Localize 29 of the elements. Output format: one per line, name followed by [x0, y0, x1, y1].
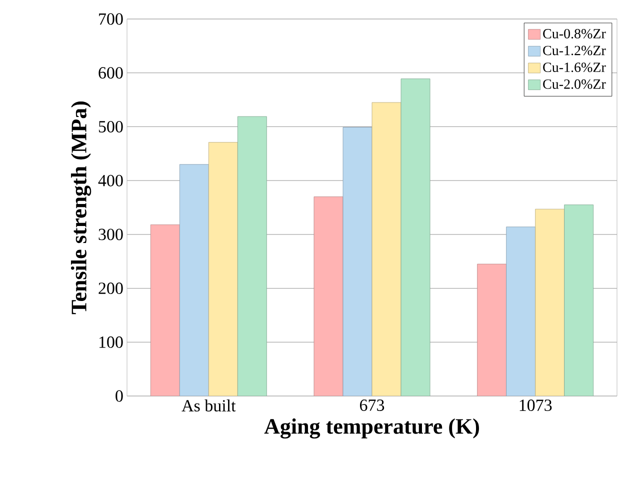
x-tick-label: 1073 [520, 400, 552, 412]
bar [564, 204, 594, 396]
legend-label: Cu-1.6%Zr [543, 62, 606, 72]
bar [477, 264, 507, 396]
y-axis-title: Tensile strength (MPa) [70, 102, 92, 314]
legend-label: Cu-0.8%Zr [543, 28, 606, 38]
legend-label: Cu-1.2%Zr [543, 46, 606, 56]
y-tick-label: 500 [98, 120, 123, 132]
x-axis-title: Aging temperature (K) [264, 418, 479, 438]
y-tick-label: 300 [98, 228, 123, 240]
bar [179, 164, 209, 396]
bar [342, 127, 372, 396]
y-tick-label: 600 [98, 67, 123, 79]
bar [314, 196, 344, 396]
bar [400, 78, 430, 396]
legend-label: Cu-2.0%Zr [543, 79, 606, 89]
y-tick-label: 400 [98, 174, 123, 186]
x-tick-label: 673 [360, 400, 384, 411]
bar [150, 224, 180, 396]
bar [506, 226, 536, 396]
bar [208, 142, 238, 396]
bar [237, 116, 267, 396]
bar [372, 102, 402, 396]
y-tick-label: 100 [99, 336, 123, 348]
x-tick-label: As built [182, 400, 236, 412]
bar [535, 208, 565, 396]
y-tick-label: 200 [98, 282, 123, 294]
y-tick-label: 0 [116, 390, 123, 402]
y-tick-label: 700 [99, 13, 123, 25]
